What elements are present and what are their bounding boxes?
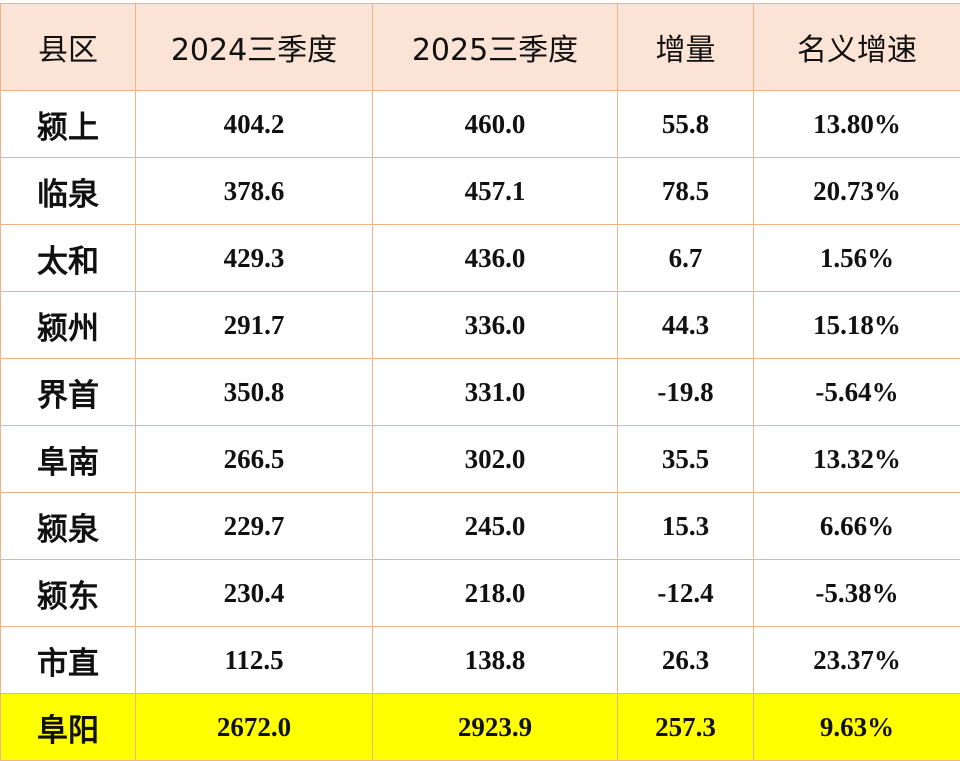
value-cell: 460.0 — [373, 91, 618, 158]
value-cell: 15.3 — [618, 493, 754, 560]
value-cell: 138.8 — [373, 627, 618, 694]
county-cell: 颍上 — [1, 91, 136, 158]
header-cell: 县区 — [1, 4, 136, 91]
value-cell: -5.38% — [754, 560, 960, 627]
county-cell: 颍州 — [1, 292, 136, 359]
header-cell: 2025三季度 — [373, 4, 618, 91]
value-cell: 20.73% — [754, 158, 960, 225]
value-cell: 13.32% — [754, 426, 960, 493]
value-cell: 44.3 — [618, 292, 754, 359]
header-cell: 名义增速 — [754, 4, 960, 91]
value-cell: 257.3 — [618, 694, 754, 761]
value-cell: 1.56% — [754, 225, 960, 292]
value-cell: 457.1 — [373, 158, 618, 225]
county-cell: 临泉 — [1, 158, 136, 225]
value-cell: 218.0 — [373, 560, 618, 627]
value-cell: 378.6 — [136, 158, 373, 225]
value-cell: 302.0 — [373, 426, 618, 493]
value-cell: 55.8 — [618, 91, 754, 158]
value-cell: 112.5 — [136, 627, 373, 694]
value-cell: 404.2 — [136, 91, 373, 158]
value-cell: 6.66% — [754, 493, 960, 560]
value-cell: 230.4 — [136, 560, 373, 627]
county-cell: 界首 — [1, 359, 136, 426]
county-cell: 阜阳 — [1, 694, 136, 761]
county-cell: 太和 — [1, 225, 136, 292]
header-cell: 2024三季度 — [136, 4, 373, 91]
value-cell: 13.80% — [754, 91, 960, 158]
value-cell: -12.4 — [618, 560, 754, 627]
value-cell: 429.3 — [136, 225, 373, 292]
value-cell: 336.0 — [373, 292, 618, 359]
value-cell: 26.3 — [618, 627, 754, 694]
value-cell: 331.0 — [373, 359, 618, 426]
county-cell: 阜南 — [1, 426, 136, 493]
value-cell: -19.8 — [618, 359, 754, 426]
county-cell: 颍泉 — [1, 493, 136, 560]
value-cell: 6.7 — [618, 225, 754, 292]
value-cell: 350.8 — [136, 359, 373, 426]
county-cell: 颍东 — [1, 560, 136, 627]
value-cell: 9.63% — [754, 694, 960, 761]
value-cell: 35.5 — [618, 426, 754, 493]
value-cell: 436.0 — [373, 225, 618, 292]
value-cell: 78.5 — [618, 158, 754, 225]
value-cell: 15.18% — [754, 292, 960, 359]
value-cell: 291.7 — [136, 292, 373, 359]
county-cell: 市直 — [1, 627, 136, 694]
value-cell: 245.0 — [373, 493, 618, 560]
value-cell: 266.5 — [136, 426, 373, 493]
value-cell: 23.37% — [754, 627, 960, 694]
value-cell: 2923.9 — [373, 694, 618, 761]
value-cell: -5.64% — [754, 359, 960, 426]
header-cell: 增量 — [618, 4, 754, 91]
value-cell: 229.7 — [136, 493, 373, 560]
value-cell: 2672.0 — [136, 694, 373, 761]
